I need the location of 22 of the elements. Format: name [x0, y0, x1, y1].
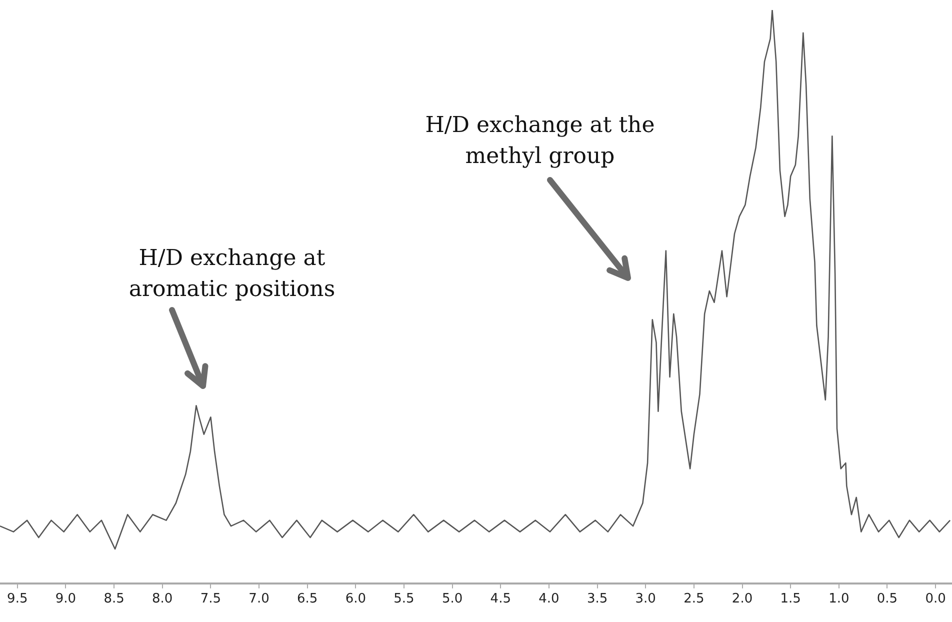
- x-tick-label: 1.5: [780, 592, 801, 607]
- annotation: H/D exchange at the methyl group: [424, 112, 656, 171]
- annotation: H/D exchange at aromatic positions: [128, 245, 336, 304]
- x-tick-label: 9.5: [7, 592, 28, 607]
- x-tick-label: 5.5: [394, 592, 414, 607]
- x-tick-label: 4.0: [538, 592, 560, 607]
- x-tick-label: 3.0: [635, 592, 656, 607]
- x-tick-label: 8.5: [104, 592, 124, 607]
- x-tick-label: 7.5: [200, 592, 222, 607]
- x-tick-label: 4.5: [490, 592, 511, 607]
- x-tick-label: 2.0: [732, 592, 753, 607]
- x-tick-label: 0.5: [876, 592, 898, 607]
- x-tick-label: 9.0: [55, 592, 76, 607]
- x-tick-label: 2.5: [684, 592, 704, 607]
- x-tick-label: 3.5: [586, 592, 608, 607]
- x-tick-label: 5.0: [442, 592, 463, 607]
- x-tick-label: 8.0: [152, 592, 173, 607]
- x-tick-label: 6.5: [297, 592, 318, 607]
- x-tick-label: 1.0: [828, 592, 850, 607]
- x-tick-label: 6.0: [345, 592, 366, 607]
- x-tick-label: 7.0: [248, 592, 270, 607]
- x-tick-label: 0.0: [925, 592, 946, 607]
